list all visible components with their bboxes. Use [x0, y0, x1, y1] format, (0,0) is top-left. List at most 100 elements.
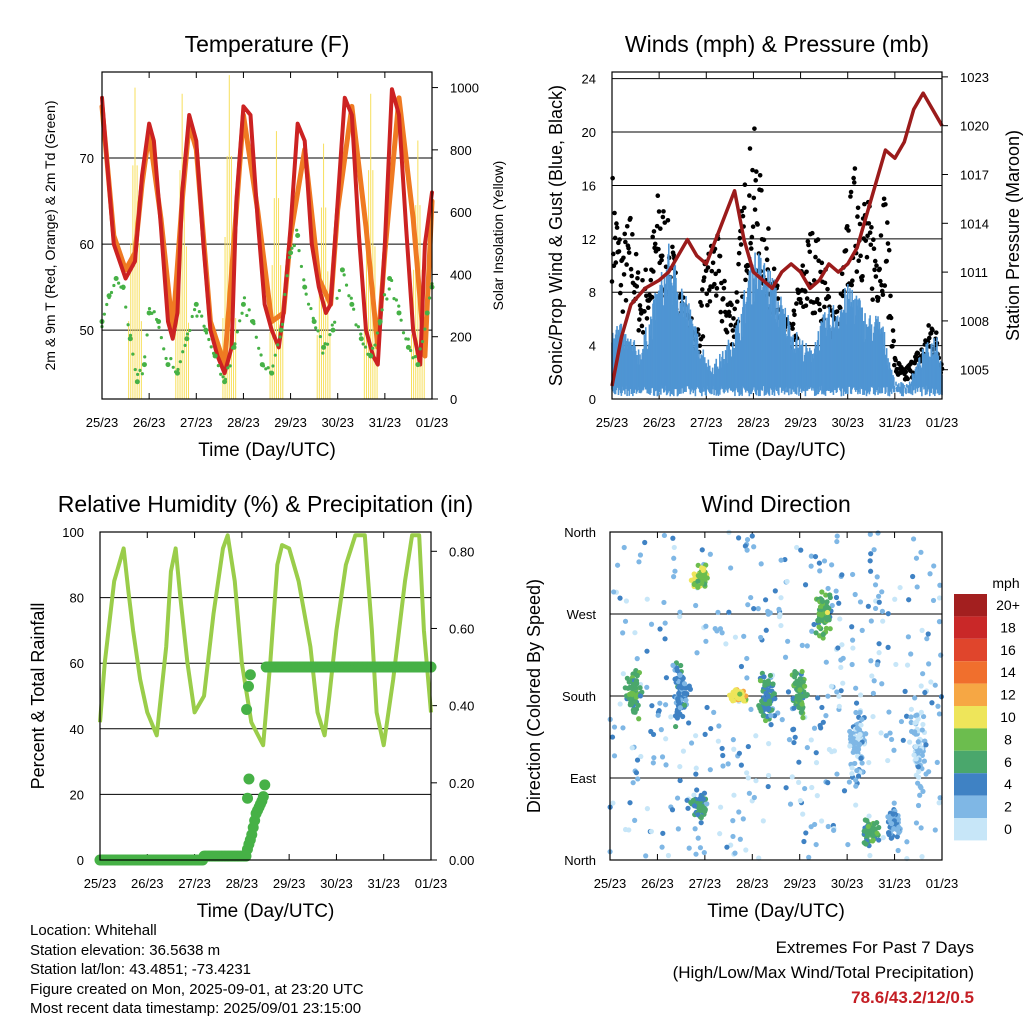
- gust-point: [699, 303, 704, 308]
- y-tick-label: 50: [80, 323, 94, 338]
- direction-point: [853, 802, 859, 808]
- gust-point: [750, 224, 756, 229]
- gust-point: [630, 232, 635, 237]
- dewpoint-point: [366, 352, 370, 356]
- direction-point: [868, 618, 874, 624]
- direction-point: [857, 599, 864, 605]
- direction-point: [663, 675, 670, 681]
- speed-colorbar: mph 20+ 18 16 14 12 10 8 6 4 2 0: [954, 575, 1020, 841]
- colorbar-label: 2: [1004, 799, 1012, 815]
- direction-point: [703, 623, 709, 629]
- y2-tick-label: 0.60: [449, 621, 474, 636]
- gust-point: [790, 321, 796, 327]
- direction-point: [659, 754, 666, 760]
- direction-point: [834, 538, 840, 545]
- gust-point: [651, 269, 656, 274]
- precipitation-point: [242, 792, 254, 804]
- plot-frame: [101, 71, 433, 400]
- direction-point: [634, 656, 640, 662]
- precipitation-point: [242, 680, 254, 692]
- direction-point: [657, 700, 663, 706]
- gust-point: [660, 214, 666, 220]
- dewpoint-point: [428, 296, 432, 300]
- direction-point: [800, 715, 806, 721]
- dewpoint-point: [185, 332, 190, 336]
- dewpoint-point: [233, 342, 237, 346]
- direction-point: [813, 841, 819, 848]
- direction-point: [685, 805, 691, 811]
- direction-point: [720, 763, 726, 769]
- direction-point: [660, 830, 666, 836]
- x-tick-label: 28/23: [227, 415, 260, 430]
- dewpoint-point: [340, 267, 344, 272]
- y-tick-label: 40: [70, 722, 84, 737]
- direction-point: [776, 606, 782, 612]
- gust-point: [704, 291, 710, 297]
- dewpoint-point: [127, 336, 133, 342]
- gust-point: [802, 289, 808, 294]
- gust-point: [752, 207, 758, 212]
- y-tick-label: 60: [70, 656, 84, 671]
- gust-point: [740, 213, 746, 219]
- direction-point: [839, 642, 845, 648]
- gust-point: [640, 277, 645, 283]
- dewpoint-point: [266, 366, 270, 370]
- gust-point: [621, 272, 627, 277]
- direction-point: [679, 685, 685, 691]
- direction-point: [809, 784, 815, 791]
- dewpoint-point: [418, 347, 422, 351]
- gust-point: [807, 249, 813, 255]
- direction-point: [823, 592, 829, 598]
- gust-point: [643, 267, 648, 273]
- dewpoint-point: [292, 243, 296, 248]
- direction-point: [694, 787, 700, 793]
- direction-point: [719, 745, 725, 752]
- direction-point: [876, 593, 882, 599]
- x-tick-label: 25/23: [596, 415, 629, 430]
- x-tick-label: 27/23: [180, 415, 213, 430]
- dewpoint-point: [171, 365, 175, 369]
- y-tick-label: 80: [70, 591, 84, 606]
- direction-point: [799, 701, 805, 707]
- direction-point: [669, 807, 676, 813]
- gust-point: [734, 290, 739, 295]
- direction-point: [796, 779, 802, 785]
- direction-point: [686, 845, 692, 851]
- direction-point: [922, 689, 928, 696]
- temperature-panel: Temperature (F) Time (Day/UTC) 25/23 26/23 2…: [42, 31, 506, 461]
- direction-point: [888, 821, 895, 827]
- direction-point: [678, 662, 684, 669]
- y2-tick-label: 1008: [960, 314, 989, 329]
- direction-point: [693, 733, 699, 739]
- direction-point: [932, 827, 938, 833]
- direction-point: [609, 734, 616, 740]
- y-tick-label: North: [564, 853, 596, 868]
- dewpoint-point: [228, 364, 232, 368]
- gust-point: [654, 223, 660, 229]
- direction-point: [858, 722, 864, 728]
- dewpoint-point: [150, 311, 154, 315]
- gust-point: [629, 273, 635, 279]
- direction-point: [642, 539, 648, 546]
- winds-pressure-panel: Winds (mph) & Pressure (mb) Time (Day/UTC…: [546, 31, 1023, 461]
- direction-point: [818, 818, 825, 824]
- direction-point: [913, 772, 919, 778]
- direction-point: [831, 827, 837, 833]
- direction-point: [913, 756, 919, 762]
- direction-point: [723, 641, 729, 647]
- gust-point: [864, 254, 870, 260]
- direction-point: [691, 792, 697, 798]
- direction-point: [648, 621, 655, 627]
- dewpoint-point: [264, 367, 268, 371]
- gust-point: [749, 234, 755, 240]
- dewpoint-point: [349, 296, 353, 300]
- gust-point: [839, 271, 845, 277]
- direction-point: [854, 725, 861, 731]
- x-tick-label: 31/23: [367, 876, 400, 891]
- gust-point: [765, 267, 771, 272]
- direction-point: [644, 684, 650, 690]
- y-tick-label: 0: [589, 392, 596, 407]
- direction-point: [786, 737, 793, 743]
- direction-point: [644, 648, 650, 654]
- direction-point: [838, 664, 844, 670]
